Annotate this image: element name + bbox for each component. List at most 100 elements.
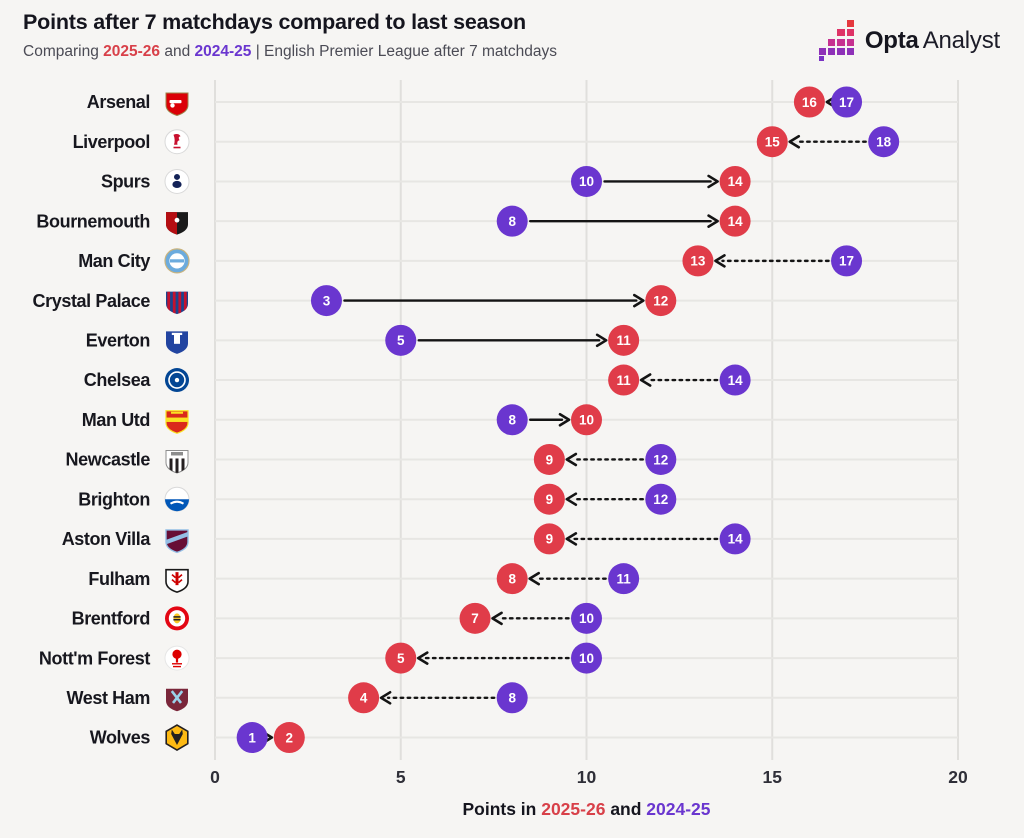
dot-2025-26-value: 14	[728, 214, 744, 229]
x-tick-label: 10	[577, 767, 597, 787]
team-label: Bournemouth	[36, 211, 150, 231]
team-row-fulham: Fulham 11 8	[88, 563, 958, 595]
dot-2025-26	[682, 245, 714, 277]
dot-2024-25	[310, 285, 342, 317]
x-tick-label: 0	[210, 767, 220, 787]
dot-2024-25	[831, 86, 863, 118]
team-label: Spurs	[101, 172, 150, 192]
dot-2025-26	[608, 364, 640, 396]
dot-2024-25-value: 8	[508, 214, 516, 229]
subtitle-and: and	[160, 43, 195, 60]
aston-villa-crest-icon	[165, 529, 189, 554]
dot-2024-25	[496, 404, 528, 436]
subtitle: Comparing 2025-26 and 2024-25 | English …	[23, 43, 557, 61]
team-row-spurs: Spurs 10 14	[101, 165, 958, 197]
logo-square	[837, 47, 845, 56]
subtitle-season-new: 2025-26	[103, 43, 161, 60]
subtitle-season-old: 2024-25	[194, 43, 252, 60]
opta-logo-wordmark: Opta Analyst	[865, 27, 1000, 55]
x-tick-label: 20	[948, 767, 968, 787]
dot-2024-25	[608, 563, 640, 595]
team-label: Chelsea	[84, 370, 152, 390]
liverpool-crest-icon	[164, 129, 190, 155]
dot-2025-26	[348, 682, 380, 714]
x-tick-label: 15	[763, 767, 783, 787]
dot-2025-26	[756, 126, 788, 158]
x-axis-label: Points in 2025-26 and 2024-25	[215, 799, 958, 820]
arrowhead	[565, 532, 578, 546]
dot-2025-26	[719, 165, 751, 197]
dot-2024-25-value: 10	[579, 174, 594, 189]
dot-2024-25-value: 10	[579, 611, 594, 626]
arrowhead	[633, 293, 645, 308]
dot-2024-25-value: 14	[728, 373, 744, 388]
dot-2024-25	[571, 165, 602, 197]
dot-2025-26	[608, 324, 640, 356]
arrowhead	[714, 254, 726, 268]
dot-2025-26-value: 10	[579, 413, 594, 428]
logo-square	[846, 47, 854, 56]
team-row-wolves: Wolves 1 2	[90, 722, 958, 754]
team-label: Brentford	[72, 609, 150, 629]
logo-square	[837, 29, 845, 37]
dot-2024-25	[868, 126, 900, 158]
dot-2025-26-value: 7	[471, 611, 479, 626]
team-row-man-utd: Man Utd 8 10	[82, 404, 958, 436]
dot-2025-26	[719, 205, 751, 237]
dot-2025-26-value: 5	[397, 651, 405, 666]
dot-2025-26	[645, 285, 677, 317]
wolves-crest-icon	[165, 724, 189, 751]
spurs-crest-icon	[164, 168, 190, 194]
team-label: Arsenal	[87, 92, 150, 112]
dot-2024-25-value: 1	[248, 730, 256, 745]
team-label: Brighton	[78, 489, 150, 509]
dot-2024-25-value: 5	[397, 333, 405, 348]
logo-square	[846, 38, 854, 46]
dot-2025-26	[273, 722, 305, 754]
logo-square	[818, 47, 826, 56]
logo-square	[828, 38, 836, 46]
logo-square	[818, 56, 824, 61]
dot-2024-25-value: 12	[653, 492, 668, 507]
team-label: Aston Villa	[62, 529, 152, 549]
dot-2025-26-value: 11	[617, 333, 632, 348]
newcastle-crest-icon	[165, 449, 189, 474]
nott-m-forest-crest-icon	[164, 645, 190, 671]
x-tick-label: 5	[396, 767, 406, 787]
dot-2024-25-value: 3	[323, 293, 331, 308]
team-row-bournemouth: Bournemouth 8 14	[36, 205, 958, 237]
dot-2024-25	[236, 722, 268, 754]
team-label: Crystal Palace	[33, 291, 151, 311]
dot-2024-25	[831, 245, 863, 277]
team-label: Fulham	[88, 569, 150, 589]
dot-2025-26-value: 13	[690, 254, 706, 269]
dot-2025-26-value: 8	[508, 571, 516, 586]
team-row-brentford: Brentford 10 7	[72, 602, 958, 634]
arrowhead	[565, 452, 578, 467]
brentford-crest-icon	[165, 606, 189, 631]
arrowhead	[707, 174, 719, 189]
arrowhead	[565, 492, 578, 506]
xlabel-season-old: 2024-25	[646, 799, 711, 819]
dot-2025-26	[571, 404, 602, 436]
dot-2024-25	[719, 364, 751, 396]
logo-brand-bold: Opta	[864, 26, 919, 54]
dot-2024-25-value: 8	[508, 413, 516, 428]
dot-2025-26	[459, 602, 491, 634]
team-label: West Ham	[67, 688, 151, 708]
team-row-liverpool: Liverpool 18 15	[73, 126, 958, 158]
dot-2025-26-value: 14	[728, 174, 744, 189]
dot-2025-26-value: 16	[802, 95, 818, 110]
subtitle-prefix: Comparing	[23, 43, 104, 60]
logo-square	[828, 47, 836, 56]
dot-2024-25	[496, 205, 528, 237]
arsenal-crest-icon	[165, 92, 189, 117]
dot-2025-26	[533, 523, 565, 555]
team-row-man-city: Man City 17 13	[78, 245, 958, 277]
team-row-brighton: Brighton 12 9	[78, 483, 958, 515]
dot-2025-26-value: 2	[286, 730, 294, 745]
arrowhead	[416, 651, 429, 665]
team-row-crystal-palace: Crystal Palace 3 12	[33, 285, 958, 317]
dot-2024-25	[645, 443, 677, 475]
opta-analyst-logo: Opta Analyst	[818, 20, 1000, 61]
